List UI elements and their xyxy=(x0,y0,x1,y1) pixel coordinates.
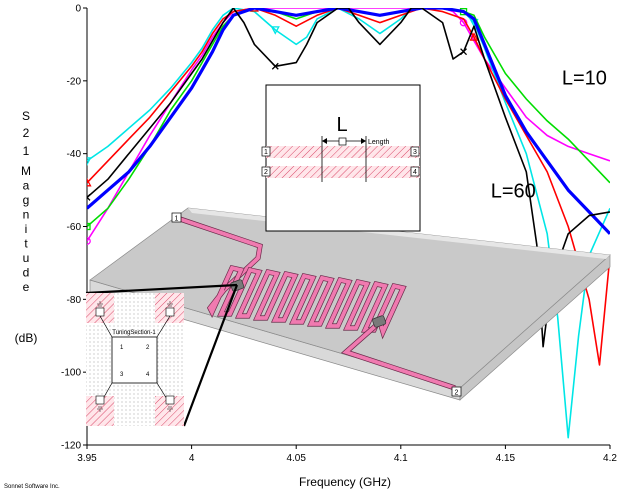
circuit-port-marker xyxy=(451,386,462,397)
x-tick-label: 4.2 xyxy=(603,453,617,464)
length-caption: Length xyxy=(368,139,390,146)
y-axis-title-char: g xyxy=(23,193,30,207)
y-tick-label: -40 xyxy=(67,149,82,160)
y-tick-label: -60 xyxy=(67,222,82,233)
x-tick-label: 4.1 xyxy=(394,453,408,464)
credit-text: Sonnet Software Inc. xyxy=(4,484,60,490)
x-tick-label: 4.15 xyxy=(496,453,516,464)
series-marker xyxy=(87,222,91,231)
series-line xyxy=(87,8,610,228)
y-axis-title-char: t xyxy=(24,237,28,251)
series-marker xyxy=(87,237,91,245)
series-line xyxy=(87,8,610,242)
length-symbol: L xyxy=(336,114,347,136)
y-axis-title-char: d xyxy=(23,266,30,280)
tuning-chip xyxy=(372,315,387,328)
tuning-port-label: 3 xyxy=(120,372,124,378)
circuit-port-label: 2 xyxy=(455,390,459,397)
schematic-port-label: 1 xyxy=(264,149,268,156)
series-line xyxy=(87,8,610,235)
x-axis-title: Frequency (GHz) xyxy=(299,475,391,489)
schematic-port-label: 4 xyxy=(413,169,417,176)
y-axis-title-char: e xyxy=(23,280,30,294)
y-tick-label: -100 xyxy=(61,368,81,379)
series-marker xyxy=(87,157,92,166)
y-axis-unit: (dB) xyxy=(15,331,38,345)
tuning-section-title: TuningSection-1 xyxy=(112,330,156,336)
annotation-label: L=60 xyxy=(491,180,536,202)
y-axis-title-char: u xyxy=(23,251,30,265)
tuning-section-inset: TuningSection-1 1 2 3 4 xyxy=(85,283,239,427)
y-axis-title-char: a xyxy=(23,179,30,193)
series-marker xyxy=(87,193,91,201)
series-marker xyxy=(469,32,479,41)
y-axis-title-char: 1 xyxy=(23,144,30,158)
series-marker xyxy=(87,177,92,187)
schematic-port-label: 3 xyxy=(413,149,417,156)
circuit-port-marker xyxy=(171,212,182,223)
series-marker xyxy=(249,8,259,12)
meander-trace xyxy=(176,215,456,391)
series-marker xyxy=(271,62,279,70)
annotation-label: L=10 xyxy=(562,67,607,89)
y-axis-title-char: i xyxy=(25,222,28,236)
y-tick-label: -20 xyxy=(67,76,82,87)
y-axis-title-char: 2 xyxy=(23,126,30,140)
y-axis-title-char: S xyxy=(22,109,30,123)
coupled-line-schematic: L Length 1 2 3 4 xyxy=(261,84,421,232)
y-tick-label: 0 xyxy=(75,4,81,15)
tuning-port-label: 2 xyxy=(146,345,150,351)
series-marker xyxy=(270,26,280,35)
x-tick-label: 3.95 xyxy=(77,453,97,464)
x-tick-label: 4 xyxy=(189,453,195,464)
tuning-port-label: 4 xyxy=(146,372,150,378)
series-line xyxy=(87,8,610,366)
series-line xyxy=(87,8,610,439)
schematic-port-label: 2 xyxy=(264,169,268,176)
y-tick-label: -120 xyxy=(61,441,81,452)
y-axis-title-char: M xyxy=(21,164,31,178)
y-axis-title-char: n xyxy=(23,208,30,222)
y-tick-label: -80 xyxy=(67,295,82,306)
circuit-port-label: 1 xyxy=(175,216,179,223)
x-tick-label: 4.05 xyxy=(286,453,306,464)
series-marker xyxy=(460,48,468,56)
series-line xyxy=(87,8,610,348)
tuning-port-label: 1 xyxy=(120,345,124,351)
